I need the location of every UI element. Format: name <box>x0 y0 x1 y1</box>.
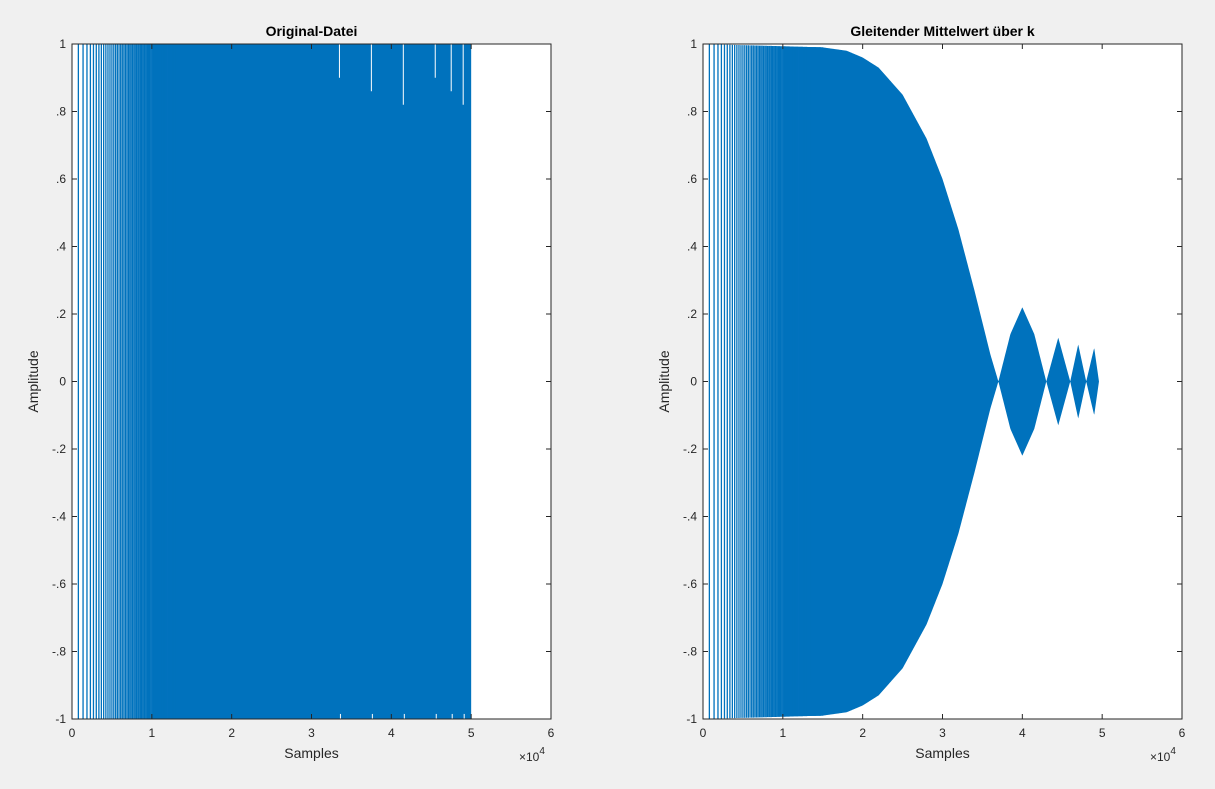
left-y-tick-label: 0 <box>59 375 66 389</box>
left-x-exponent: ×104 <box>519 746 545 764</box>
left-x-tick-label: 1 <box>148 726 155 740</box>
right-x-tick-label: 6 <box>1179 726 1186 740</box>
left-x-tick-label: 2 <box>228 726 235 740</box>
right-x-tick-label: 0 <box>700 726 707 740</box>
left-y-tick-label: -.4 <box>52 510 66 524</box>
right-y-tick-label: -1 <box>686 712 697 726</box>
left-y-ticks: -1 -.8 -.6 -.4 -.2 0 .2 .4 .6 .8 1 <box>52 37 551 726</box>
left-y-tick-label: -1 <box>55 712 66 726</box>
right-x-exponent-power: 4 <box>1170 746 1176 757</box>
right-x-exponent-base: ×10 <box>1150 750 1171 764</box>
left-x-exponent-power: 4 <box>539 746 545 757</box>
left-y-tick-label: -.2 <box>52 442 66 456</box>
right-signal-layer <box>708 44 1099 719</box>
right-y-axis-label: Amplitude <box>656 350 672 412</box>
left-signal-layer <box>77 44 472 719</box>
right-x-tick-label: 2 <box>859 726 866 740</box>
right-y-tick-label: -.8 <box>683 645 697 659</box>
right-y-tick-label: .4 <box>687 240 697 254</box>
right-x-tick-label: 4 <box>1019 726 1026 740</box>
right-signal-band <box>810 47 1099 716</box>
right-y-tick-label: -.4 <box>683 510 697 524</box>
right-y-tick-label: 1 <box>690 37 697 51</box>
right-x-ticks: 0 1 2 3 4 5 6 <box>700 44 1186 740</box>
right-x-axis-label: Samples <box>915 745 969 761</box>
left-y-axis-label: Amplitude <box>25 350 41 412</box>
left-y-tick-label: .8 <box>56 105 66 119</box>
left-y-tick-label: -.6 <box>52 577 66 591</box>
left-x-ticks: 0 1 2 3 4 5 6 <box>69 44 555 740</box>
left-y-tick-label: 1 <box>59 37 66 51</box>
right-y-tick-label: 0 <box>690 375 697 389</box>
left-y-tick-label: .2 <box>56 307 66 321</box>
left-x-tick-label: 0 <box>69 726 76 740</box>
left-x-axis-label: Samples <box>284 745 338 761</box>
right-y-tick-label: .6 <box>687 172 697 186</box>
right-x-tick-label: 3 <box>939 726 946 740</box>
right-y-ticks: -1 -.8 -.6 -.4 -.2 0 .2 .4 .6 .8 1 <box>683 37 1182 726</box>
left-x-tick-label: 5 <box>468 726 475 740</box>
left-x-tick-label: 4 <box>388 726 395 740</box>
left-signal-band <box>179 44 472 719</box>
left-x-exponent-base: ×10 <box>519 750 540 764</box>
left-axes: 0 1 2 3 4 5 6 -1 -.8 -.6 -.4 -.2 0 .2 .4 .6 .8 1 Origina… <box>25 23 555 764</box>
right-axes: 0 1 2 3 4 5 6 -1 -.8 -.6 -.4 -.2 0 .2 .4 .6 .8 1 Gleiten… <box>656 23 1186 764</box>
left-plot-title: Original-Datei <box>266 23 358 39</box>
right-y-tick-label: .8 <box>687 105 697 119</box>
left-x-tick-label: 3 <box>308 726 315 740</box>
right-x-tick-label: 5 <box>1099 726 1106 740</box>
left-y-tick-label: -.8 <box>52 645 66 659</box>
right-y-tick-label: -.6 <box>683 577 697 591</box>
right-x-tick-label: 1 <box>779 726 786 740</box>
left-x-tick-label: 6 <box>548 726 555 740</box>
right-x-exponent: ×104 <box>1150 746 1176 764</box>
right-plot-title: Gleitender Mittelwert über k <box>850 23 1035 39</box>
left-y-tick-label: .4 <box>56 240 66 254</box>
left-y-tick-label: .6 <box>56 172 66 186</box>
right-y-tick-label: .2 <box>687 307 697 321</box>
right-y-tick-label: -.2 <box>683 442 697 456</box>
